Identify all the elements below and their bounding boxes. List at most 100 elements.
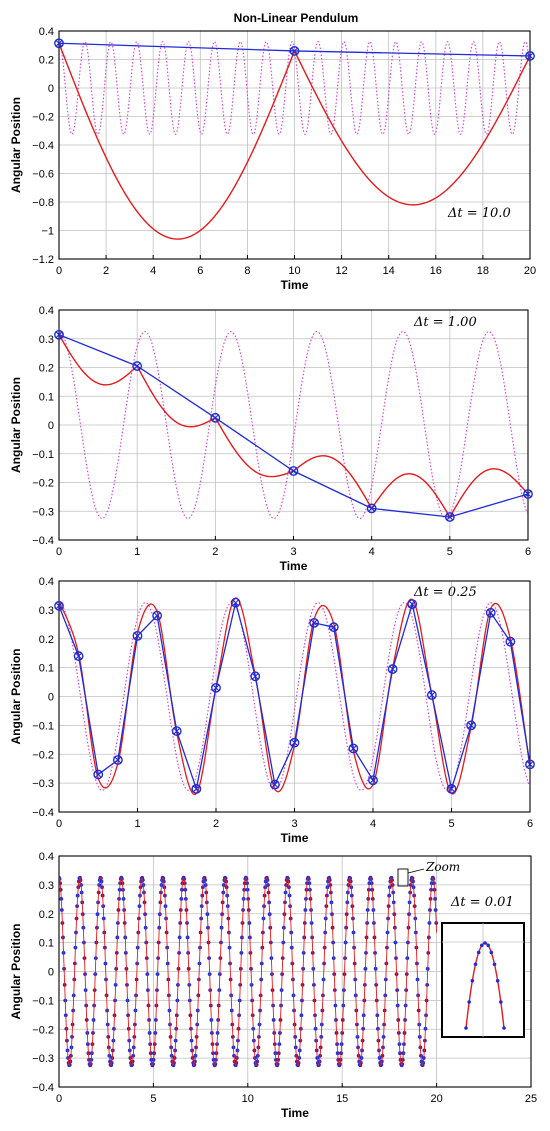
numeric-marker <box>250 671 261 682</box>
y-tick-label: −0.4 <box>32 535 54 547</box>
y-tick-label: 0.3 <box>39 334 54 346</box>
numeric-marker <box>54 600 64 611</box>
x-tick-label: 14 <box>383 265 395 277</box>
x-axis-label: Time <box>281 831 309 845</box>
numeric-marker <box>309 617 320 628</box>
y-tick-label: −0.8 <box>32 197 54 209</box>
numeric-marker <box>171 726 182 737</box>
y-tick-label: −0.1 <box>32 449 54 461</box>
x-tick-label: 3 <box>290 546 296 558</box>
x-tick-label: 1 <box>134 546 140 558</box>
inset-dot <box>495 978 500 983</box>
y-tick-label: 0.2 <box>39 909 54 921</box>
zoom-label: Zoom <box>425 860 460 874</box>
numeric-marker <box>466 720 477 731</box>
y-tick-label: −0.3 <box>32 1053 54 1065</box>
x-tick-label: 20 <box>524 265 536 277</box>
x-tick-label: 1 <box>134 818 140 830</box>
zoom-inset <box>441 922 525 1038</box>
y-tick-label: 0.2 <box>39 363 54 375</box>
x-tick-label: 18 <box>477 265 489 277</box>
numeric-marker <box>210 412 221 423</box>
reference-red-series <box>59 877 438 1066</box>
numeric-marker <box>387 664 398 674</box>
y-tick-label: −0.2 <box>32 749 54 761</box>
y-tick-label: 0.4 <box>39 576 54 588</box>
reference-dotted-series <box>59 331 528 519</box>
y-tick-label: −0.4 <box>32 807 54 819</box>
x-tick-label: 5 <box>447 546 453 558</box>
x-tick-label: 2 <box>103 265 109 277</box>
numeric-marker <box>54 329 64 340</box>
x-tick-label: 2 <box>213 818 219 830</box>
plot-frame <box>58 855 532 1088</box>
delta-t-label: Δt = 0.25 <box>413 585 477 600</box>
inset-dot <box>492 962 497 967</box>
numeric-marker <box>368 775 378 786</box>
y-tick-label: 0.2 <box>39 634 54 646</box>
x-tick-label: 10 <box>288 265 300 277</box>
numeric-marker <box>525 759 535 770</box>
y-tick-label: −0.2 <box>32 1024 54 1036</box>
numeric-marker <box>444 512 455 522</box>
plot-area <box>59 875 439 1068</box>
delta-t-label: Δt = 10.0 <box>447 206 511 221</box>
x-axis-label: Time <box>281 1106 309 1120</box>
x-tick-label: 0 <box>56 1093 62 1105</box>
numeric-marker <box>485 607 496 618</box>
x-tick-label: 15 <box>336 1093 348 1105</box>
inset-dot <box>502 1026 506 1030</box>
x-tick-label: 0 <box>56 818 62 830</box>
x-tick-label: 20 <box>430 1093 442 1105</box>
y-tick-label: −0.4 <box>32 140 54 152</box>
inset-dot <box>499 1000 503 1004</box>
x-tick-label: 25 <box>525 1093 537 1105</box>
numeric-marker <box>73 651 84 661</box>
numeric-marker <box>426 690 437 700</box>
chart-panel-dt025: 0 1 2 3 4 5 6 −0.4 −0.3 −0.2 −0.1 0 0.1 0.2 0.3 0.4 Time… <box>9 576 535 845</box>
inset-dot <box>473 962 478 967</box>
inset-dot <box>486 943 490 948</box>
y-tick-label: −0.6 <box>32 169 54 181</box>
numeric-marker <box>407 599 418 609</box>
y-tick-label: 0.3 <box>39 880 54 892</box>
reference-dotted-series <box>59 602 530 791</box>
numeric-marker <box>211 682 221 693</box>
x-tick-label: 8 <box>244 265 250 277</box>
numeric-marker <box>93 769 104 780</box>
x-tick-label: 12 <box>335 265 347 277</box>
y-tick-label: 0.3 <box>39 605 54 617</box>
numeric-marker <box>54 38 64 49</box>
y-tick-label: 0 <box>48 420 54 432</box>
chart-panel-dt1: 0 1 2 3 4 5 6 −0.4 −0.3 −0.2 −0.1 0 0.1 0.2 0.3 0.4 Time… <box>9 305 533 573</box>
y-tick-label: −0.2 <box>32 478 54 490</box>
numeric-marker <box>446 784 457 794</box>
inset-dot <box>483 941 487 945</box>
x-axis-label: Time <box>280 559 308 573</box>
x-tick-label: 10 <box>242 1093 254 1105</box>
y-tick-label: −0.4 <box>32 1082 54 1094</box>
numeric-marker <box>505 636 516 647</box>
x-tick-label: 16 <box>430 265 442 277</box>
x-tick-label: 6 <box>525 546 531 558</box>
y-tick-label: 0.1 <box>39 938 54 950</box>
inset-dot <box>476 950 481 955</box>
x-tick-label: 6 <box>197 265 203 277</box>
numeric-marker <box>269 779 280 790</box>
numeric-marker <box>348 743 359 754</box>
inset-dot <box>489 950 494 955</box>
y-tick-label: 0.4 <box>39 305 54 317</box>
numeric-marker <box>230 597 241 608</box>
y-tick-label: −0.2 <box>32 112 54 124</box>
y-tick-label: 0.4 <box>39 851 54 863</box>
x-tick-label: 0 <box>56 265 62 277</box>
figure-title: Non-Linear Pendulum <box>234 11 359 25</box>
x-tick-label: 2 <box>212 546 218 558</box>
y-tick-label: 0.1 <box>39 391 54 403</box>
delta-t-label: Δt = 0.01 <box>450 895 514 910</box>
x-tick-label: 6 <box>527 818 533 830</box>
zoom-marker <box>397 868 425 887</box>
y-axis-label: Angular Position <box>9 649 23 745</box>
y-axis-label: Angular Position <box>9 924 23 1020</box>
